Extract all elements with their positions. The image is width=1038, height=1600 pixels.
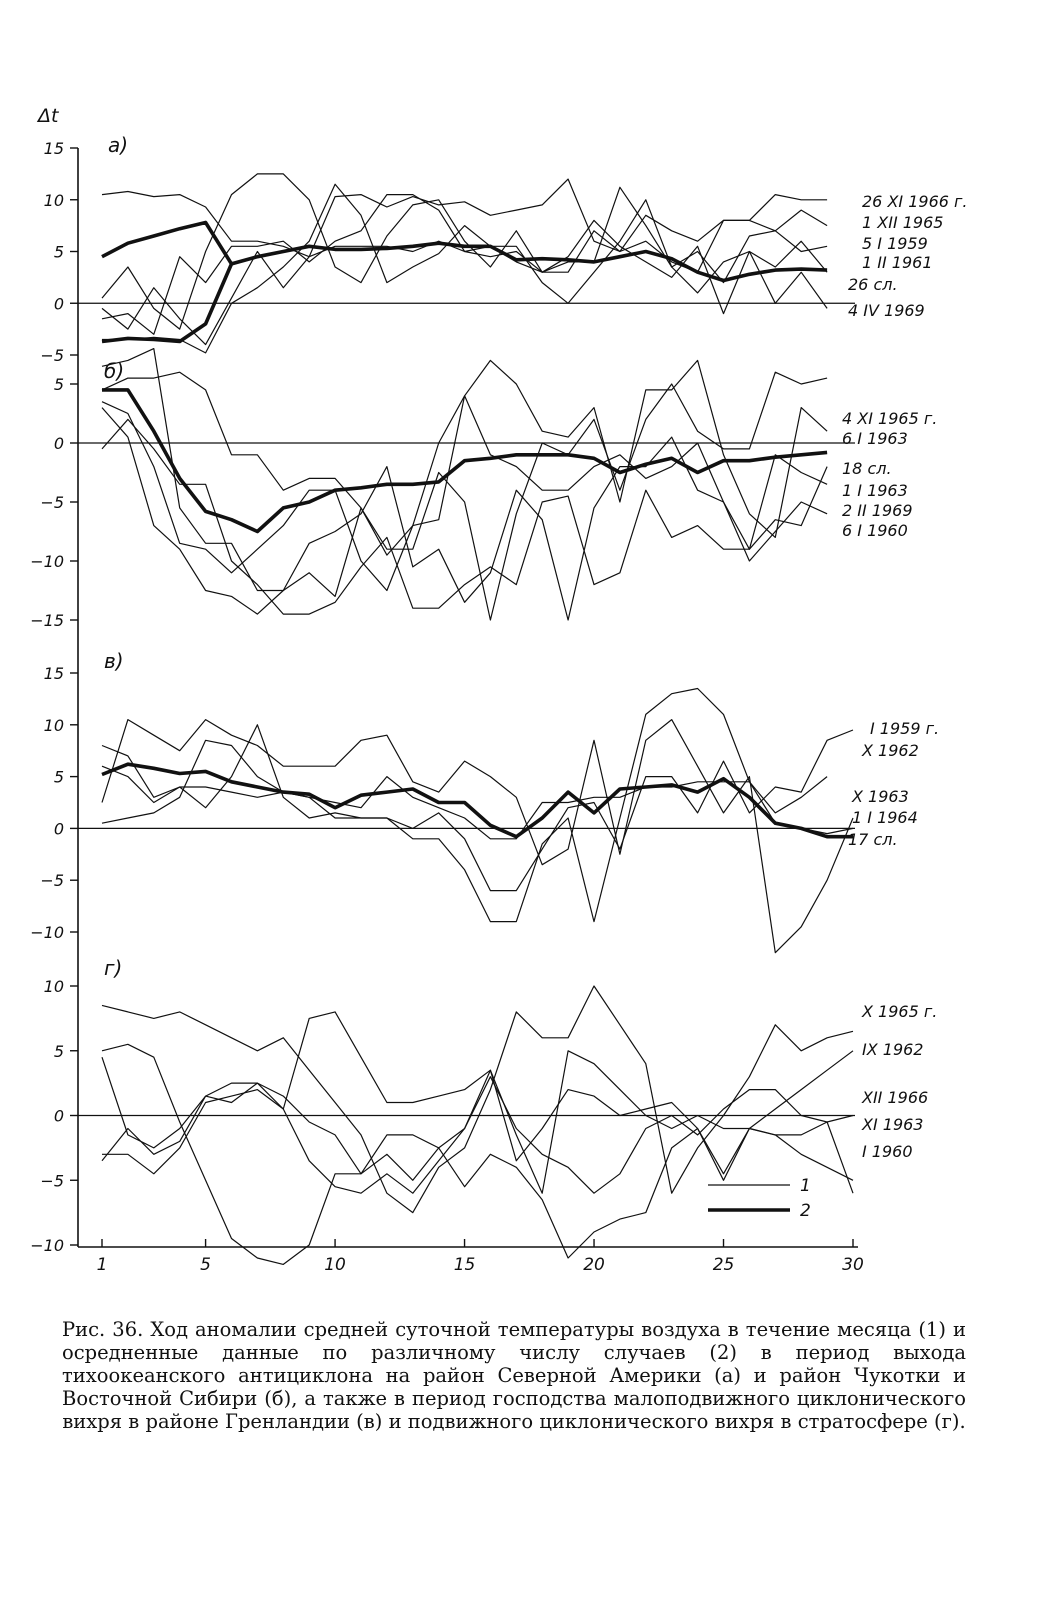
- series-label: 26 XI 1966 г.: [862, 192, 968, 211]
- series-line: [101, 1011, 854, 1194]
- series-label: 26 сл.: [848, 275, 898, 294]
- y-tick-label: 0: [54, 1107, 64, 1126]
- legend-label: 2: [800, 1201, 811, 1221]
- series-label: 2 II 1969: [842, 501, 913, 520]
- series-label: 1 II 1961: [862, 253, 933, 272]
- series-label: 1 I 1964: [852, 808, 918, 827]
- series-label: 6 I 1960: [842, 521, 908, 540]
- series-label: 4 IV 1969: [848, 301, 925, 320]
- series-label: XII 1966: [861, 1088, 928, 1107]
- y-tick-label: 5: [54, 375, 64, 394]
- x-tick-label: 10: [324, 1255, 346, 1275]
- series-label: 6 I 1963: [842, 429, 908, 448]
- series-line: [101, 178, 828, 258]
- panel-label: а): [108, 133, 128, 157]
- x-tick-label: 15: [454, 1255, 476, 1275]
- y-tick-label: −5: [40, 871, 64, 890]
- y-tick-label: 5: [54, 243, 64, 262]
- y-tick-label: 15: [44, 664, 64, 683]
- y-tick-label: −10: [30, 552, 64, 571]
- series-line: [102, 388, 828, 534]
- y-tick-label: 10: [44, 191, 64, 210]
- y-tick-label: 5: [54, 768, 64, 787]
- y-tick-label: −5: [40, 1171, 64, 1190]
- y-tick-label: −10: [30, 923, 64, 942]
- panel-label: г): [104, 956, 122, 980]
- series-line: [101, 220, 828, 283]
- series-line: [101, 718, 854, 954]
- y-axis-symbol: Δt: [36, 105, 60, 127]
- y-tick-label: 10: [44, 716, 64, 735]
- series-line: [102, 1076, 854, 1194]
- series-line: [101, 729, 854, 892]
- series-line: [101, 1043, 854, 1266]
- series-label: 4 XI 1965 г.: [842, 409, 937, 428]
- series-label: X 1963: [851, 787, 909, 806]
- legend-label: 1: [800, 1176, 811, 1196]
- series-line: [101, 762, 853, 839]
- y-tick-label: −5: [40, 346, 64, 365]
- series-line: [101, 173, 828, 330]
- series-line: [101, 263, 234, 344]
- series-label: 17 сл.: [848, 830, 898, 849]
- y-tick-label: 10: [44, 977, 64, 996]
- series-line: [101, 219, 828, 346]
- series-label: I 1959 г.: [870, 719, 939, 738]
- y-tick-label: −15: [30, 611, 64, 630]
- series-label: IX 1962: [862, 1040, 923, 1059]
- series-label: I 1960: [862, 1142, 913, 1161]
- figure-caption: Рис. 36. Ход аномалии средней суточной т…: [62, 1318, 966, 1433]
- series-line: [102, 183, 828, 354]
- series-line: [101, 348, 828, 621]
- panel-label: б): [104, 359, 124, 383]
- x-tick-label: 30: [842, 1255, 864, 1275]
- series-label: X 1962: [861, 741, 919, 760]
- y-tick-label: 0: [54, 294, 64, 313]
- series-line: [101, 985, 854, 1214]
- series-line: [101, 739, 828, 840]
- series-label: X 1965 г.: [861, 1002, 937, 1021]
- series-line: [101, 687, 854, 923]
- series-label: 5 I 1959: [862, 234, 928, 253]
- panel-label: в): [104, 649, 124, 673]
- series-label: 1 XII 1965: [862, 213, 943, 232]
- y-tick-label: 0: [54, 819, 64, 838]
- x-tick-label: 25: [713, 1255, 735, 1275]
- series-line: [101, 418, 828, 615]
- series-line: [101, 1069, 854, 1181]
- series-label: XI 1963: [861, 1115, 923, 1134]
- series-line: [101, 359, 828, 556]
- series-label: 1 I 1963: [842, 481, 908, 500]
- series-line: [101, 395, 828, 592]
- x-tick-label: 1: [97, 1255, 108, 1275]
- y-tick-label: −5: [40, 493, 64, 512]
- x-tick-label: 20: [583, 1255, 605, 1275]
- y-tick-label: 15: [44, 139, 64, 158]
- y-tick-label: 0: [54, 434, 64, 453]
- y-tick-label: 5: [54, 1042, 64, 1061]
- x-tick-label: 5: [200, 1255, 211, 1275]
- series-line: [101, 407, 828, 621]
- series-label: 18 сл.: [842, 459, 892, 478]
- y-tick-label: −10: [30, 1236, 64, 1255]
